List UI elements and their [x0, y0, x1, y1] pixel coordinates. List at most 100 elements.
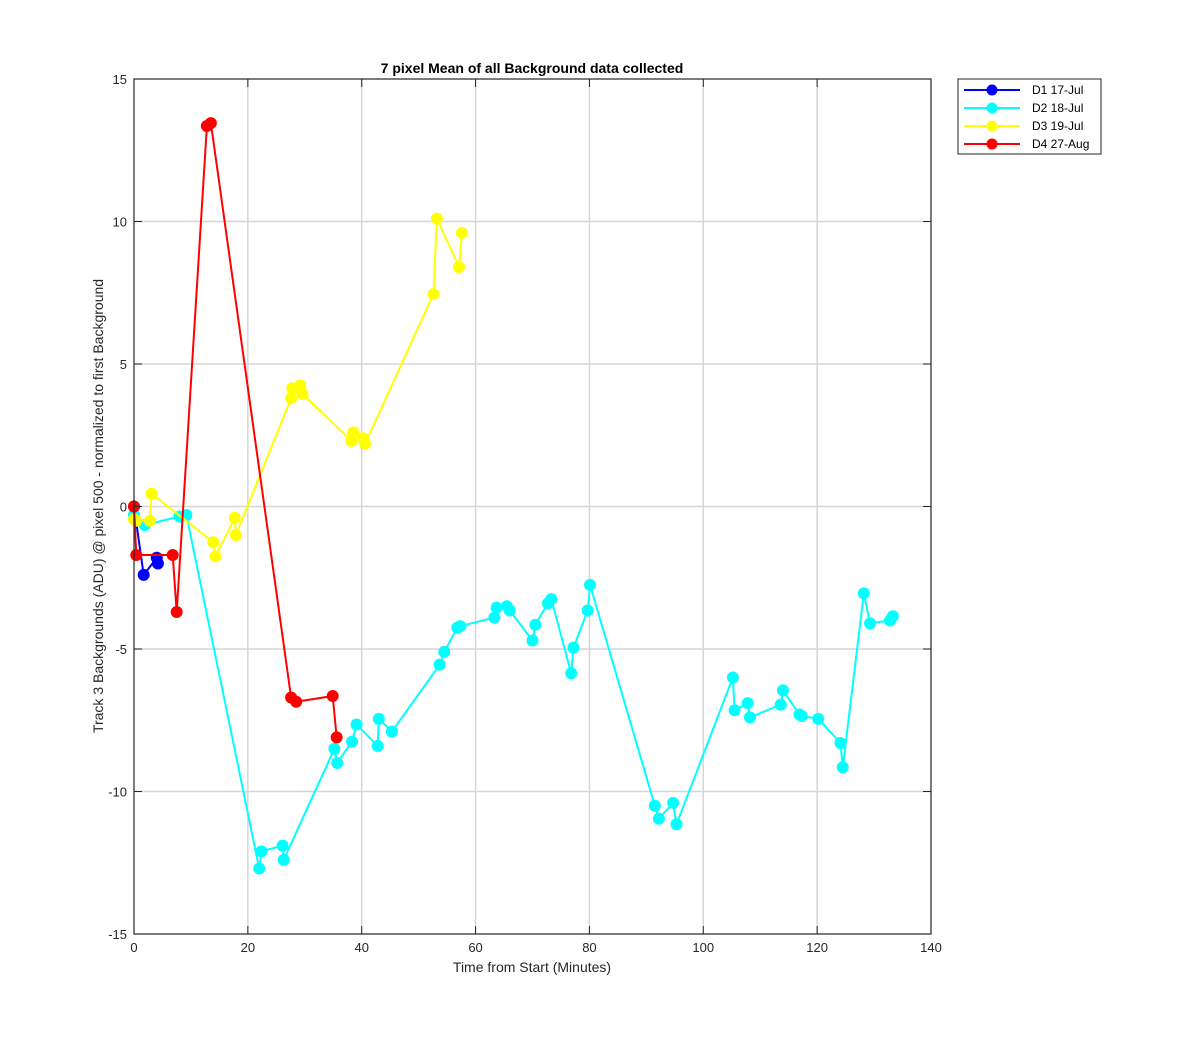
legend-item: D2 18-Jul	[964, 101, 1083, 115]
data-point	[346, 735, 359, 748]
data-point	[209, 550, 222, 563]
legend: D1 17-Jul D2 18-Jul D3 19-Jul D4 27-Aug	[957, 78, 1102, 155]
data-point	[726, 671, 739, 684]
data-point	[433, 658, 446, 671]
data-point	[812, 712, 825, 725]
y-tick-label: 15	[113, 72, 127, 87]
data-point	[455, 226, 468, 239]
data-point	[326, 690, 339, 703]
y-tick-label: 0	[120, 500, 127, 515]
data-point	[529, 618, 542, 631]
data-point	[857, 587, 870, 600]
data-point	[886, 610, 899, 623]
data-point	[567, 641, 580, 654]
legend-box	[957, 78, 1102, 155]
data-point	[372, 712, 385, 725]
data-point	[166, 548, 179, 561]
x-tick-label: 80	[582, 940, 596, 955]
data-point	[667, 796, 680, 809]
data-point	[526, 634, 539, 647]
data-point	[503, 604, 516, 617]
data-point	[330, 731, 343, 744]
y-tick-label: -15	[108, 927, 127, 942]
data-point	[151, 557, 164, 570]
data-point	[347, 426, 360, 439]
y-tick-label: -10	[108, 785, 127, 800]
x-tick-label: 40	[354, 940, 368, 955]
y-tick-label: -5	[115, 642, 127, 657]
data-point	[834, 737, 847, 750]
grid	[134, 79, 931, 934]
ticks	[133, 78, 932, 935]
data-point	[728, 704, 741, 717]
x-tick-label: 20	[241, 940, 255, 955]
data-point	[490, 601, 503, 614]
data-point	[229, 529, 242, 541]
series-3	[128, 212, 468, 563]
legend-label: D4 27-Aug	[1032, 137, 1089, 151]
legend-marker	[986, 120, 998, 132]
chart-title: 7 pixel Mean of all Background data coll…	[381, 60, 684, 76]
legend-marker	[986, 102, 998, 114]
data-point	[285, 392, 298, 405]
data-point	[427, 288, 440, 301]
data-point	[776, 684, 789, 697]
data-point	[453, 261, 466, 274]
series-4	[128, 117, 343, 744]
y-axis-label: Track 3 Backgrounds (ADU) @ pixel 500 - …	[90, 279, 106, 733]
data-point	[331, 757, 344, 769]
data-point	[454, 620, 467, 633]
data-point	[255, 845, 268, 858]
data-point	[228, 511, 241, 524]
y-tick-label: 5	[120, 357, 127, 372]
x-axis-label: Time from Start (Minutes)	[453, 959, 611, 975]
legend-marker	[986, 138, 998, 150]
data-point	[170, 605, 183, 618]
data-point	[359, 437, 372, 450]
data-point	[836, 761, 849, 774]
legend-item: D4 27-Aug	[964, 137, 1089, 151]
legend-marker	[986, 84, 998, 96]
data-point	[130, 548, 143, 561]
data-point	[385, 725, 398, 738]
tick-labels: 0 20 40 60 80 100 120 140 -15 -10 -5 0 5 10 15	[108, 72, 942, 955]
data-point	[145, 487, 158, 500]
legend-label: D3 19-Jul	[1032, 119, 1083, 133]
data-point	[648, 799, 661, 812]
x-tick-label: 100	[692, 940, 714, 955]
x-tick-label: 60	[468, 940, 482, 955]
data-point	[143, 514, 156, 527]
data-point	[774, 698, 787, 711]
legend-label: D1 17-Jul	[1032, 83, 1083, 97]
data-point	[565, 667, 578, 680]
data-point	[581, 604, 594, 617]
data-point	[371, 739, 384, 752]
data-point	[137, 568, 150, 581]
data-point	[277, 853, 290, 866]
x-tick-label: 120	[806, 940, 828, 955]
data-point	[296, 387, 309, 400]
data-point	[438, 645, 451, 658]
data-point	[253, 862, 266, 875]
legend-item: D3 19-Jul	[964, 119, 1083, 133]
x-tick-label: 0	[130, 940, 137, 955]
y-tick-label: 10	[113, 215, 127, 230]
data-point	[204, 117, 217, 130]
legend-label: D2 18-Jul	[1032, 101, 1083, 115]
series-2	[128, 509, 899, 875]
data-point	[795, 709, 808, 722]
data-point	[743, 711, 756, 724]
data-point	[670, 818, 683, 831]
data-point	[430, 212, 443, 225]
data-point	[130, 514, 143, 527]
x-tick-label: 140	[920, 940, 942, 955]
data-point	[488, 611, 501, 624]
data-point	[328, 742, 341, 755]
data-point	[207, 536, 220, 549]
data-point	[545, 593, 558, 606]
series-layer	[128, 117, 899, 875]
data-point	[864, 617, 877, 630]
data-point	[350, 718, 363, 731]
data-point	[276, 839, 289, 852]
